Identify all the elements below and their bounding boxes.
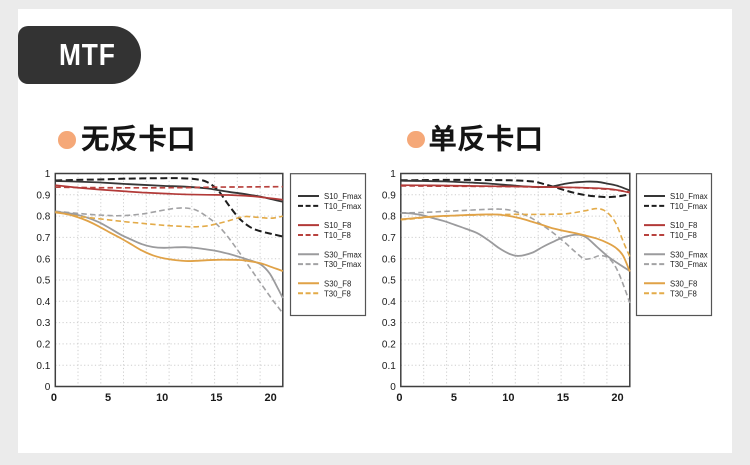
svg-text:S10_Fmax: S10_Fmax <box>324 192 362 201</box>
svg-text:0.8: 0.8 <box>382 212 396 223</box>
svg-text:0.8: 0.8 <box>36 212 50 223</box>
svg-text:T10_F8: T10_F8 <box>324 231 351 240</box>
svg-text:0.5: 0.5 <box>382 276 396 287</box>
svg-text:10: 10 <box>502 392 514 404</box>
svg-text:1: 1 <box>45 169 51 180</box>
svg-text:0.2: 0.2 <box>36 340 50 351</box>
svg-text:0.4: 0.4 <box>36 297 50 308</box>
svg-text:S30_F8: S30_F8 <box>324 279 351 288</box>
svg-text:0.1: 0.1 <box>382 361 396 372</box>
svg-text:5: 5 <box>105 392 111 404</box>
svg-text:0: 0 <box>396 392 402 404</box>
svg-text:0: 0 <box>390 382 396 393</box>
svg-text:0.4: 0.4 <box>382 297 396 308</box>
svg-text:0.3: 0.3 <box>36 318 50 329</box>
svg-text:0.5: 0.5 <box>36 276 50 287</box>
svg-text:T10_Fmax: T10_Fmax <box>324 202 361 211</box>
svg-text:15: 15 <box>557 392 569 404</box>
svg-text:10: 10 <box>156 392 168 404</box>
svg-text:0: 0 <box>45 382 51 393</box>
svg-text:0.3: 0.3 <box>382 318 396 329</box>
svg-text:0.9: 0.9 <box>36 190 50 201</box>
svg-text:20: 20 <box>264 392 276 404</box>
svg-text:S30_F8: S30_F8 <box>670 279 697 288</box>
svg-text:S10_F8: S10_F8 <box>670 221 697 230</box>
svg-text:S30_Fmax: S30_Fmax <box>670 250 708 259</box>
svg-text:T30_F8: T30_F8 <box>324 289 351 298</box>
svg-text:T30_Fmax: T30_Fmax <box>324 260 361 269</box>
svg-text:0.9: 0.9 <box>382 190 396 201</box>
svg-text:0.7: 0.7 <box>36 233 50 244</box>
svg-text:20: 20 <box>611 392 623 404</box>
svg-text:T10_F8: T10_F8 <box>670 231 697 240</box>
svg-text:0.6: 0.6 <box>36 254 50 265</box>
svg-text:T30_Fmax: T30_Fmax <box>670 260 707 269</box>
svg-text:1: 1 <box>390 169 396 180</box>
svg-text:0.7: 0.7 <box>382 233 396 244</box>
svg-text:0.1: 0.1 <box>36 361 50 372</box>
svg-text:S10_F8: S10_F8 <box>324 221 351 230</box>
svg-text:5: 5 <box>451 392 457 404</box>
svg-text:15: 15 <box>210 392 222 404</box>
svg-text:0.6: 0.6 <box>382 254 396 265</box>
svg-text:0: 0 <box>51 392 57 404</box>
svg-text:T10_Fmax: T10_Fmax <box>670 202 707 211</box>
svg-text:S30_Fmax: S30_Fmax <box>324 250 362 259</box>
svg-text:S10_Fmax: S10_Fmax <box>670 192 708 201</box>
svg-text:0.2: 0.2 <box>382 340 396 351</box>
svg-text:T30_F8: T30_F8 <box>670 289 697 298</box>
